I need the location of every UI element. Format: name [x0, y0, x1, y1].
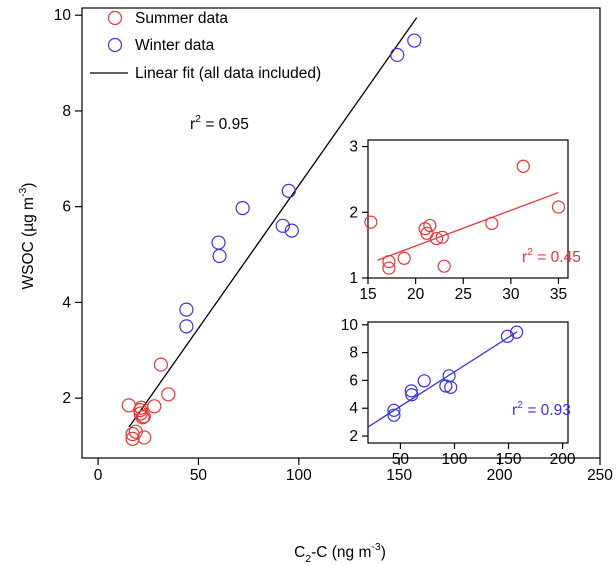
inset-summer-summer-data-point: [485, 216, 499, 231]
inset-summer-summer-data-point: [429, 231, 444, 246]
main-y-tick-label: 4: [62, 294, 71, 311]
main-x-axis-title: C2-C (ng m-3): [294, 541, 386, 565]
inset-summer-summer-data-point: [423, 218, 437, 233]
inset-winter-plot-frame: [367, 321, 569, 444]
inset-summer-x-tick-label: 35: [550, 286, 567, 303]
inset-summer-summer-data-point: [364, 215, 378, 229]
inset-winter-winter-data-point: [404, 384, 418, 398]
inset-winter-winter-data-point: [417, 374, 431, 388]
main-winter-data-point: [179, 319, 194, 334]
main-y-tick-label: 2: [62, 390, 71, 407]
main-x-tick-label: 0: [94, 467, 103, 484]
main-x-tick-label: 100: [286, 467, 312, 484]
inset-summer-plot-frame: [367, 139, 569, 279]
main-summer-data-point: [135, 410, 150, 425]
inset-winter-plot: 50 100 150 200 2 4 6 8 10: [341, 317, 576, 468]
inset-summer-x-tick-label: 20: [407, 286, 425, 303]
inset-winter-winter-data-point: [387, 403, 401, 417]
inset-summer-summer-data-point: [551, 200, 566, 214]
inset-winter-y-tick-label: 2: [349, 428, 358, 445]
inset-winter-x-tick-label: 150: [496, 451, 522, 468]
main-winter-data-point: [212, 248, 227, 264]
main-winter-data-point: [390, 47, 405, 63]
inset-summer-r2-label: r2 = 0.45: [522, 246, 581, 266]
inset-summer-x-tick-label: 30: [502, 286, 520, 303]
legend-winter-marker: [107, 37, 123, 53]
inset-winter-y-tick-label: 10: [341, 317, 359, 334]
inset-winter-y-tick-label: 8: [349, 345, 358, 362]
main-plot-frame: [81, 7, 601, 459]
legend-winter-label: Winter data: [135, 37, 215, 54]
inset-winter-winter-data-point: [510, 325, 524, 339]
main-y-tick-label: 6: [62, 199, 71, 216]
inset-winter-winter-data-point: [439, 379, 453, 393]
inset-winter-x-tick-label: 50: [392, 451, 410, 468]
inset-summer-y-tick-label: 3: [349, 139, 358, 156]
main-y-tick-label: 8: [62, 103, 71, 120]
inset-winter-fit-line: [367, 331, 518, 428]
main-summer-data-point: [147, 399, 162, 414]
main-x-tick-label: 150: [386, 467, 412, 484]
main-summer-data-point: [161, 387, 176, 402]
main-summer-data-point: [153, 357, 169, 372]
main-winter-data-point: [235, 201, 250, 216]
inset-winter-winter-data-point: [444, 380, 458, 394]
inset-winter-winter-data-point: [387, 408, 401, 422]
inset-summer-fit-line: [377, 191, 559, 261]
main-summer-data-point: [136, 409, 151, 424]
legend-summer-label: Summer data: [135, 10, 228, 27]
inset-summer-summer-data-point: [397, 251, 411, 265]
main-winter-data-point: [407, 33, 422, 48]
main-winter-data-point: [275, 218, 290, 233]
main-y-axis-title: WSOC (µg m-3): [17, 183, 37, 290]
legend-summer-marker: [107, 10, 123, 26]
main-x-tick-label: 250: [587, 467, 613, 484]
main-summer-data-point: [125, 431, 140, 446]
inset-winter-winter-data-point: [500, 329, 515, 343]
main-fit-line: [128, 17, 418, 428]
main-y-tick-label: 10: [54, 7, 72, 24]
inset-summer-summer-data-point: [382, 254, 396, 269]
inset-winter-x-tick-label: 200: [550, 451, 576, 468]
legend: Summer data Winter data Linear fit (all …: [90, 10, 321, 82]
inset-summer-summer-data-point: [437, 259, 451, 273]
inset-winter-y-tick-label: 4: [349, 400, 358, 417]
main-x-tick-label: 200: [487, 467, 513, 484]
inset-summer-x-tick-label: 25: [455, 286, 472, 303]
inset-winter-winter-data-point: [405, 388, 419, 402]
main-winter-data-point: [281, 183, 296, 198]
legend-fit-label: Linear fit (all data included): [135, 65, 321, 82]
inset-summer-summer-data-point: [435, 230, 449, 244]
inset-summer-x-tick-label: 15: [359, 286, 376, 303]
main-summer-data-point: [137, 430, 152, 445]
inset-winter-x-tick-label: 100: [442, 451, 468, 468]
inset-summer-y-tick-label: 1: [349, 270, 358, 287]
inset-winter-y-tick-label: 6: [349, 372, 358, 389]
main-winter-data-point: [284, 223, 299, 238]
main-winter-data-point: [179, 302, 194, 317]
main-r2-label: r2 = 0.95: [190, 113, 249, 133]
inset-summer-plot: 15 20 25 30 35 1 2 3: [349, 139, 569, 303]
inset-summer-summer-data-point: [382, 261, 396, 275]
main-winter-data-point: [211, 235, 226, 250]
main-x-tick-label: 50: [190, 467, 208, 484]
inset-summer-summer-data-point: [516, 159, 530, 173]
inset-summer-y-tick-label: 2: [349, 204, 358, 221]
inset-winter-r2-label: r2 = 0.93: [512, 399, 571, 419]
